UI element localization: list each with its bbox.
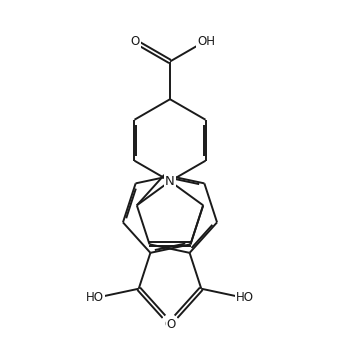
Text: OH: OH: [197, 35, 215, 48]
Text: HO: HO: [236, 292, 254, 304]
Text: O: O: [131, 35, 140, 48]
Text: O: O: [164, 318, 173, 331]
Text: N: N: [165, 175, 175, 188]
Text: O: O: [167, 318, 176, 331]
Text: HO: HO: [86, 292, 104, 304]
